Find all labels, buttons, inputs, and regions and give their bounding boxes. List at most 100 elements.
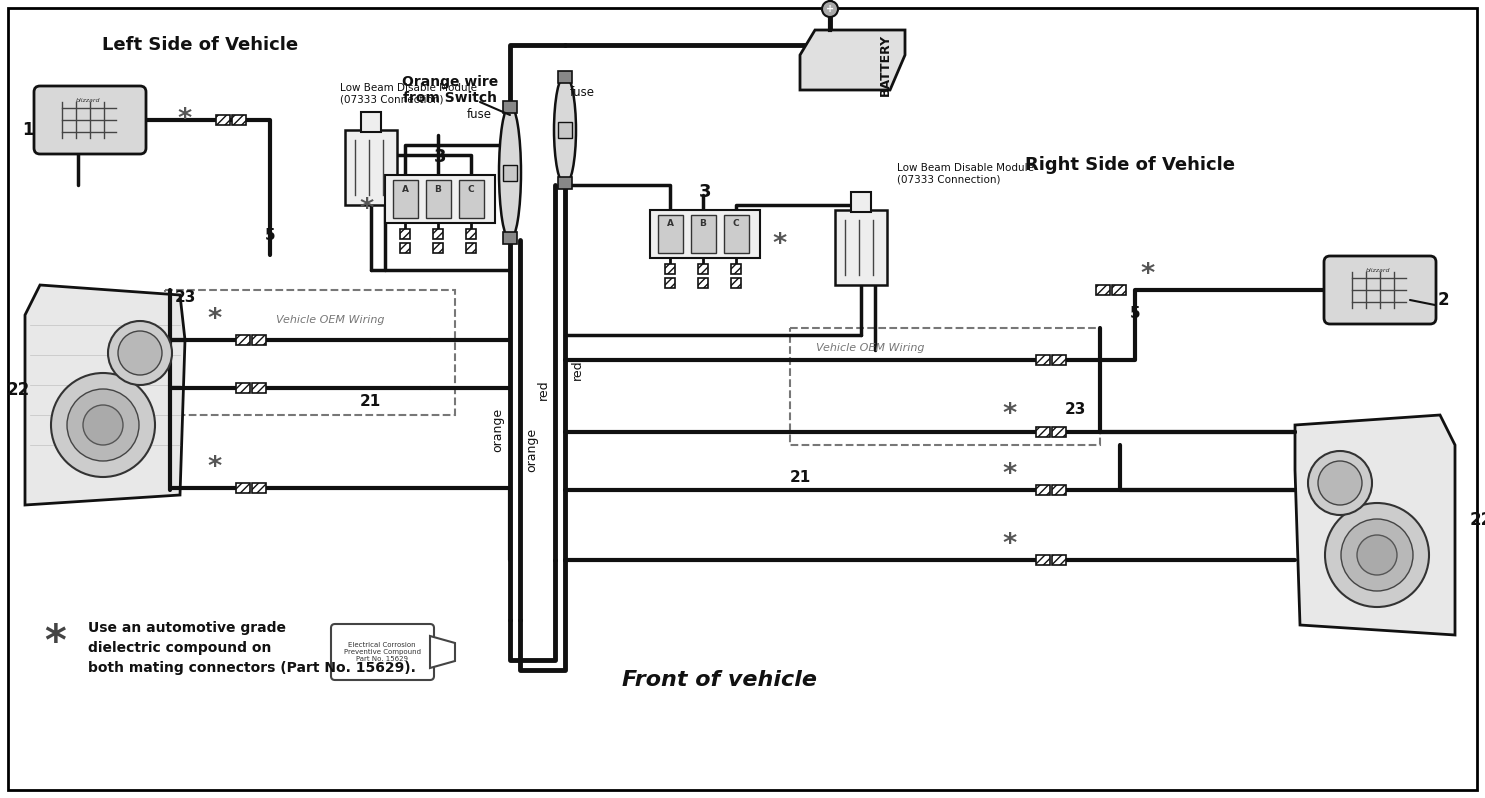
Text: 3: 3 xyxy=(699,183,711,201)
Text: *: * xyxy=(1002,462,1017,488)
FancyBboxPatch shape xyxy=(1325,256,1436,324)
Text: Orange wire
from Switch: Orange wire from Switch xyxy=(402,75,497,105)
Text: Low Beam Disable Module
(07333 Connection): Low Beam Disable Module (07333 Connectio… xyxy=(897,164,1034,185)
Text: orange: orange xyxy=(526,428,539,472)
Bar xyxy=(558,71,572,83)
Bar xyxy=(1096,285,1109,295)
Bar xyxy=(385,175,495,223)
Bar xyxy=(252,335,266,345)
Text: *: * xyxy=(1002,532,1017,558)
Circle shape xyxy=(1325,503,1429,607)
Text: 2: 2 xyxy=(1437,291,1449,309)
Bar xyxy=(345,130,396,205)
Bar xyxy=(1037,355,1050,365)
Bar xyxy=(1112,285,1126,295)
Circle shape xyxy=(108,321,172,385)
Text: *: * xyxy=(208,455,223,481)
Text: *: * xyxy=(1002,402,1017,428)
Bar xyxy=(236,335,249,345)
Text: 5: 5 xyxy=(1130,306,1140,321)
Bar xyxy=(691,215,716,253)
Text: 21: 21 xyxy=(790,471,811,485)
Text: fuse: fuse xyxy=(466,109,492,121)
Bar xyxy=(835,210,887,285)
Polygon shape xyxy=(800,30,904,90)
Bar xyxy=(236,383,249,393)
Polygon shape xyxy=(1295,415,1455,635)
Text: Electrical Corrosion
Preventive Compound
Part No. 15629: Electrical Corrosion Preventive Compound… xyxy=(343,642,420,662)
Bar xyxy=(650,210,760,258)
Bar xyxy=(399,229,410,239)
Bar xyxy=(725,215,748,253)
Circle shape xyxy=(83,405,123,445)
Bar xyxy=(236,483,249,493)
Bar xyxy=(731,264,741,274)
Bar xyxy=(252,383,266,393)
Text: C: C xyxy=(468,184,474,193)
Bar xyxy=(1051,427,1066,437)
Text: B: B xyxy=(435,184,441,193)
Bar xyxy=(466,243,477,253)
FancyBboxPatch shape xyxy=(331,624,434,680)
Text: *: * xyxy=(772,232,787,258)
Bar xyxy=(731,278,741,288)
Ellipse shape xyxy=(554,75,576,185)
Bar xyxy=(434,243,443,253)
Bar xyxy=(165,290,454,415)
Text: orange: orange xyxy=(492,408,505,452)
Bar xyxy=(1051,355,1066,365)
Text: +: + xyxy=(826,4,835,14)
Text: Right Side of Vehicle: Right Side of Vehicle xyxy=(1025,156,1236,174)
Text: Left Side of Vehicle: Left Side of Vehicle xyxy=(102,36,298,54)
Bar xyxy=(790,328,1100,445)
Text: 23: 23 xyxy=(1065,402,1086,417)
Text: blizzard: blizzard xyxy=(1366,268,1390,273)
Text: red: red xyxy=(570,360,584,381)
Bar xyxy=(851,192,872,212)
Circle shape xyxy=(50,373,154,477)
Text: Use an automotive grade: Use an automotive grade xyxy=(88,621,287,635)
Text: B: B xyxy=(699,219,707,228)
Polygon shape xyxy=(25,285,186,505)
Circle shape xyxy=(1308,451,1372,515)
Text: 22: 22 xyxy=(1470,511,1485,529)
Text: fuse: fuse xyxy=(570,85,595,98)
Text: 3: 3 xyxy=(434,148,447,166)
Text: A: A xyxy=(667,219,674,228)
Text: *: * xyxy=(208,307,223,333)
Circle shape xyxy=(67,389,140,461)
Bar xyxy=(1051,555,1066,565)
Bar xyxy=(361,112,382,132)
Bar xyxy=(698,278,708,288)
Bar xyxy=(1051,485,1066,495)
Bar xyxy=(252,483,266,493)
Circle shape xyxy=(117,331,162,375)
Circle shape xyxy=(1357,535,1397,575)
Text: Front of vehicle: Front of vehicle xyxy=(622,670,818,690)
Bar xyxy=(658,215,683,253)
Bar xyxy=(558,122,572,138)
Text: 21: 21 xyxy=(359,394,380,409)
Text: Vehicle OEM Wiring: Vehicle OEM Wiring xyxy=(815,343,924,353)
Bar xyxy=(459,180,484,218)
Text: 5: 5 xyxy=(264,227,275,243)
Circle shape xyxy=(1341,519,1414,591)
Bar xyxy=(503,164,517,180)
Text: 1: 1 xyxy=(22,121,34,139)
Bar xyxy=(698,264,708,274)
Bar xyxy=(503,232,517,244)
Text: 23: 23 xyxy=(174,290,196,306)
Text: C: C xyxy=(732,219,740,228)
Bar xyxy=(394,180,417,218)
Bar xyxy=(665,278,676,288)
Circle shape xyxy=(1319,461,1362,505)
Bar xyxy=(434,229,443,239)
Text: dielectric compound on: dielectric compound on xyxy=(88,641,272,655)
Text: *: * xyxy=(45,622,65,664)
Bar xyxy=(399,243,410,253)
Text: 22: 22 xyxy=(7,381,30,399)
Bar xyxy=(1037,485,1050,495)
Text: *: * xyxy=(178,107,192,133)
Text: *: * xyxy=(359,197,374,223)
Text: blizzard: blizzard xyxy=(76,98,101,103)
